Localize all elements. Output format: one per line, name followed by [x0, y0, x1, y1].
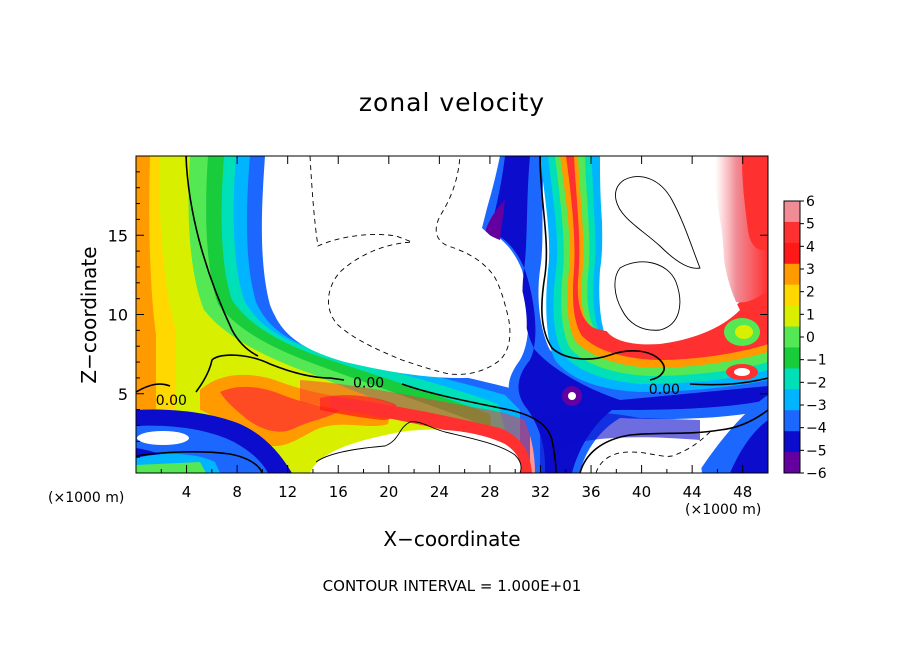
- colorbar-swatch: [784, 389, 800, 411]
- colorbar-swatch: [784, 368, 800, 390]
- chart-title: zonal velocity: [358, 88, 546, 117]
- x-unit-label-left: (×1000 m): [48, 490, 125, 506]
- colorbar-tick-label: −2: [806, 375, 827, 391]
- contour-interval-note: CONTOUR INTERVAL = 1.000E+01: [322, 577, 582, 595]
- y-axis: 5 10 15: [108, 171, 768, 458]
- y-tick-label: 5: [118, 385, 128, 404]
- contour-zero-left: [185, 156, 259, 357]
- y-tick-label: 15: [108, 226, 128, 245]
- colorbar-swatch: [784, 347, 800, 369]
- x-tick-label: 16: [329, 483, 348, 501]
- x-tick-label: 24: [430, 483, 449, 501]
- colorbar: 6 5 4 3 2 1 0 −1 −2 −3 −4 −5 −6: [783, 194, 827, 482]
- colorbar-swatch: [784, 305, 800, 328]
- contour-lines: [136, 156, 768, 473]
- colorbar-tick-label: 6: [806, 194, 815, 210]
- colorbar-tick-label: −6: [806, 466, 827, 482]
- colorbar-tick-label: 1: [806, 307, 815, 323]
- colorbar-swatch: [784, 410, 800, 432]
- colorbar-swatch: [784, 201, 800, 223]
- x-tick-label: 20: [379, 483, 398, 501]
- x-tick-label: 48: [733, 483, 752, 501]
- x-tick-label: 12: [278, 483, 297, 501]
- colorbar-swatch: [784, 452, 800, 474]
- colorbar-tick-label: −3: [806, 398, 827, 414]
- contour-label: 0.00: [649, 382, 680, 398]
- x-tick-label: 28: [480, 483, 499, 501]
- contour-label: 0.00: [353, 376, 384, 392]
- velocity-field: [136, 156, 768, 473]
- x-axis-label: X−coordinate: [383, 527, 521, 551]
- colorbar-tick-label: 2: [806, 285, 815, 301]
- x-tick-label: 4: [182, 483, 192, 501]
- x-tick-label: 44: [683, 483, 702, 501]
- y-tick-label: 10: [108, 306, 128, 325]
- colorbar-tick-label: 3: [806, 262, 815, 278]
- colorbar-tick-label: −1: [806, 353, 827, 369]
- y-axis-label: Z−coordinate: [77, 246, 101, 384]
- colorbar-tick-label: 5: [806, 217, 815, 233]
- x-unit-label-right: (×1000 m): [685, 502, 762, 518]
- x-tick-label: 32: [531, 483, 550, 501]
- colorbar-tick-label: 0: [806, 330, 815, 346]
- colorbar-swatch: [784, 284, 800, 307]
- colorbar-tick-label: 4: [806, 239, 815, 255]
- x-tick-label: 36: [581, 483, 600, 501]
- x-tick-label: 8: [232, 483, 242, 501]
- colorbar-tick-label: −5: [806, 443, 827, 459]
- colorbar-swatch: [784, 242, 800, 265]
- colorbar-tick-label: −4: [806, 421, 827, 437]
- colorbar-swatch: [784, 221, 800, 244]
- contour-label: 0.00: [156, 393, 187, 409]
- x-axis: 4 8 12 16 20 24 28 32 36 40 44 48: [160, 156, 752, 501]
- colorbar-swatch: [784, 263, 800, 286]
- contour-labels: 0.00 0.00 0.00: [156, 376, 680, 409]
- colorbar-swatch: [784, 326, 800, 348]
- x-tick-label: 40: [632, 483, 651, 501]
- colorbar-swatch: [784, 431, 800, 453]
